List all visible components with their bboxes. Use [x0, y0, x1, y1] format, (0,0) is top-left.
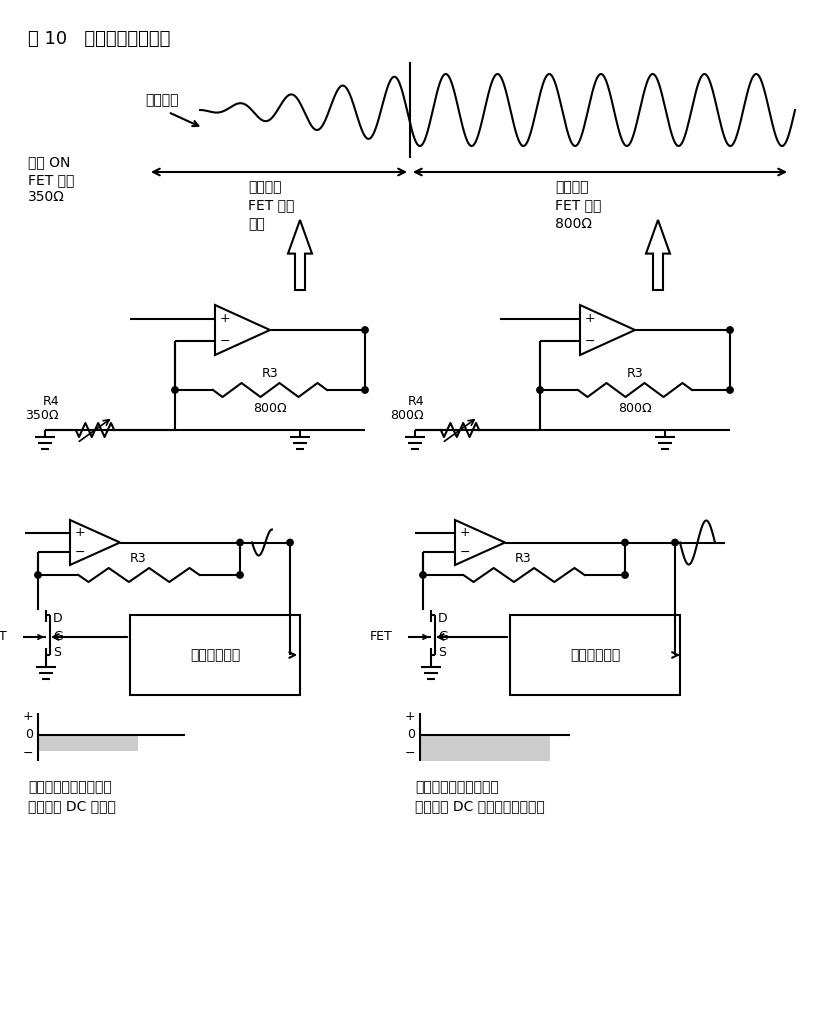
Text: 振幅検出回路: 振幅検出回路 — [569, 648, 619, 662]
Bar — [419, 735, 550, 761]
Text: 電源 ON: 電源 ON — [28, 155, 70, 169]
Text: 350Ω: 350Ω — [28, 190, 65, 204]
Text: G: G — [437, 631, 447, 644]
Polygon shape — [645, 220, 669, 290]
Text: +: + — [219, 313, 230, 326]
Text: R4: R4 — [407, 395, 423, 408]
Polygon shape — [215, 305, 269, 355]
Text: 800Ω: 800Ω — [390, 409, 423, 422]
Text: D: D — [53, 611, 62, 625]
Text: +: + — [459, 526, 470, 539]
Text: R3: R3 — [129, 552, 146, 565]
Text: 発振出力が大きいほど
マイナス DC 電圧が大きくなる: 発振出力が大きいほど マイナス DC 電圧が大きくなる — [414, 780, 544, 813]
Text: 0: 0 — [25, 728, 33, 742]
Text: −: − — [404, 747, 414, 760]
Circle shape — [536, 386, 542, 394]
Polygon shape — [287, 220, 311, 290]
Text: S: S — [53, 646, 61, 659]
Text: 図 10   発振開始から持続: 図 10 発振開始から持続 — [28, 30, 170, 48]
Polygon shape — [579, 305, 634, 355]
Circle shape — [621, 572, 627, 578]
Text: −: − — [459, 546, 469, 559]
Text: FET: FET — [370, 631, 392, 644]
Text: +: + — [75, 526, 85, 539]
Circle shape — [172, 386, 178, 394]
Text: R3: R3 — [261, 367, 278, 380]
Text: −: − — [75, 546, 85, 559]
Text: 振幅検出回路: 振幅検出回路 — [190, 648, 240, 662]
Text: S: S — [437, 646, 446, 659]
Text: 持続発振
FET 抗抗
800Ω: 持続発振 FET 抗抗 800Ω — [554, 180, 600, 231]
Text: 350Ω: 350Ω — [25, 409, 59, 422]
Circle shape — [237, 539, 243, 546]
Text: 0: 0 — [406, 728, 414, 742]
Text: R3: R3 — [514, 552, 531, 565]
Circle shape — [361, 327, 368, 333]
Bar — [38, 735, 138, 751]
Text: +: + — [404, 710, 414, 723]
Text: G: G — [53, 631, 63, 644]
Text: −: − — [219, 335, 230, 347]
Text: +: + — [584, 313, 595, 326]
Circle shape — [237, 572, 243, 578]
Text: R4: R4 — [43, 395, 59, 408]
Text: 800Ω: 800Ω — [253, 402, 287, 415]
Circle shape — [419, 572, 426, 578]
Circle shape — [621, 539, 627, 546]
Circle shape — [726, 327, 732, 333]
Text: FET: FET — [0, 631, 8, 644]
Circle shape — [671, 539, 677, 546]
Text: −: − — [584, 335, 595, 347]
Text: 発振出力が小さい時は
マイナス DC 電圧小: 発振出力が小さい時は マイナス DC 電圧小 — [28, 780, 115, 813]
Circle shape — [34, 572, 41, 578]
Text: FET 抗抗: FET 抗抗 — [28, 173, 75, 187]
Text: 800Ω: 800Ω — [618, 402, 651, 415]
Text: −: − — [22, 747, 33, 760]
Text: R3: R3 — [626, 367, 643, 380]
Text: 発振成長
FET 抗抗
増加: 発振成長 FET 抗抗 増加 — [247, 180, 294, 231]
Bar — [130, 615, 300, 695]
Polygon shape — [455, 520, 505, 565]
Circle shape — [287, 539, 293, 546]
Circle shape — [726, 386, 732, 394]
Text: 発振開始: 発振開始 — [145, 93, 179, 107]
Polygon shape — [70, 520, 120, 565]
Text: D: D — [437, 611, 447, 625]
Circle shape — [361, 386, 368, 394]
Text: +: + — [22, 710, 33, 723]
Bar — [509, 615, 679, 695]
